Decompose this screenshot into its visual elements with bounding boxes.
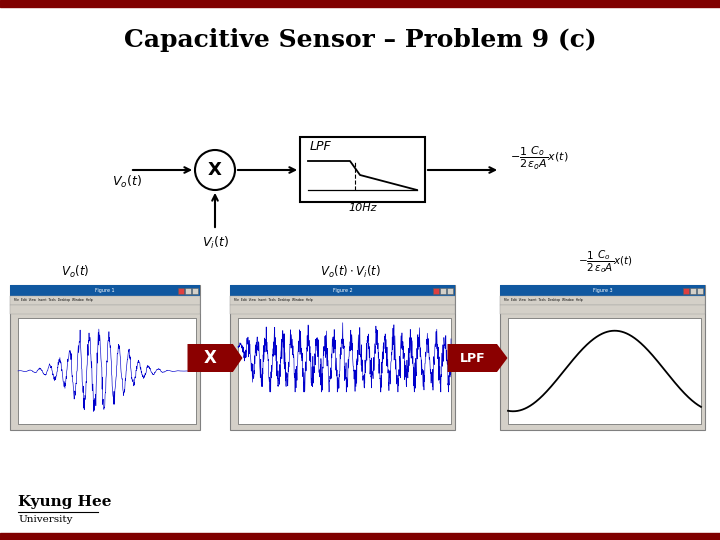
Text: University: University [18, 516, 73, 524]
Text: LPF: LPF [459, 352, 485, 365]
Bar [230, 305, 455, 314]
Text: 10Hz: 10Hz [348, 203, 377, 213]
Polygon shape [448, 344, 508, 372]
Bar [500, 285, 705, 430]
Bar [697, 288, 703, 294]
Text: File  Edit  View  Insert  Tools  Desktop  Window  Help: File Edit View Insert Tools Desktop Wind… [14, 299, 93, 302]
Text: $V_o(t)$: $V_o(t)$ [61, 264, 89, 280]
Bar [0, 0, 720, 7]
Bar [185, 288, 191, 294]
Bar [500, 296, 705, 305]
Text: File  Edit  View  Insert  Tools  Desktop  Window  Help: File Edit View Insert Tools Desktop Wind… [234, 299, 312, 302]
Text: $-\dfrac{1}{2}\dfrac{C_o}{\varepsilon_o A}x(t)$: $-\dfrac{1}{2}\dfrac{C_o}{\varepsilon_o … [510, 145, 569, 172]
Text: Figure 2: Figure 2 [333, 288, 352, 293]
Bar [10, 285, 200, 296]
Bar [230, 285, 455, 296]
Bar [10, 296, 200, 305]
Bar [440, 288, 446, 294]
Bar [500, 285, 705, 296]
Text: $V_o(t)$: $V_o(t)$ [112, 174, 142, 190]
Bar [178, 288, 184, 294]
Bar [433, 288, 439, 294]
Bar [192, 288, 198, 294]
Bar [683, 288, 689, 294]
Bar [230, 296, 455, 305]
Bar [10, 305, 200, 314]
Text: Figure 1: Figure 1 [95, 288, 114, 293]
Text: $V_i(t)$: $V_i(t)$ [202, 235, 228, 251]
Bar [508, 318, 701, 424]
Bar [0, 533, 720, 540]
Text: Capacitive Sensor – Problem 9 (c): Capacitive Sensor – Problem 9 (c) [124, 28, 596, 52]
Bar [238, 318, 451, 424]
Bar [230, 285, 455, 430]
Bar [447, 288, 453, 294]
Bar [18, 318, 196, 424]
Text: X: X [204, 349, 217, 367]
Bar [10, 285, 200, 430]
Text: Kyung Hee: Kyung Hee [18, 495, 112, 509]
Text: LPF: LPF [310, 140, 332, 153]
Text: $-\dfrac{1}{2}\dfrac{C_o}{\varepsilon_o A}x(t)$: $-\dfrac{1}{2}\dfrac{C_o}{\varepsilon_o … [577, 248, 632, 275]
Bar [690, 288, 696, 294]
Text: Figure 3: Figure 3 [593, 288, 612, 293]
Polygon shape [187, 344, 243, 372]
Text: File  Edit  View  Insert  Tools  Desktop  Window  Help: File Edit View Insert Tools Desktop Wind… [504, 299, 582, 302]
Bar [300, 137, 425, 202]
Bar [500, 305, 705, 314]
Text: X: X [208, 161, 222, 179]
Text: $V_o(t)\cdot V_i(t)$: $V_o(t)\cdot V_i(t)$ [320, 264, 380, 280]
